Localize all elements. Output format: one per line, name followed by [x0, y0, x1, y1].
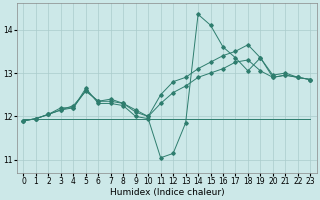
X-axis label: Humidex (Indice chaleur): Humidex (Indice chaleur)	[109, 188, 224, 197]
